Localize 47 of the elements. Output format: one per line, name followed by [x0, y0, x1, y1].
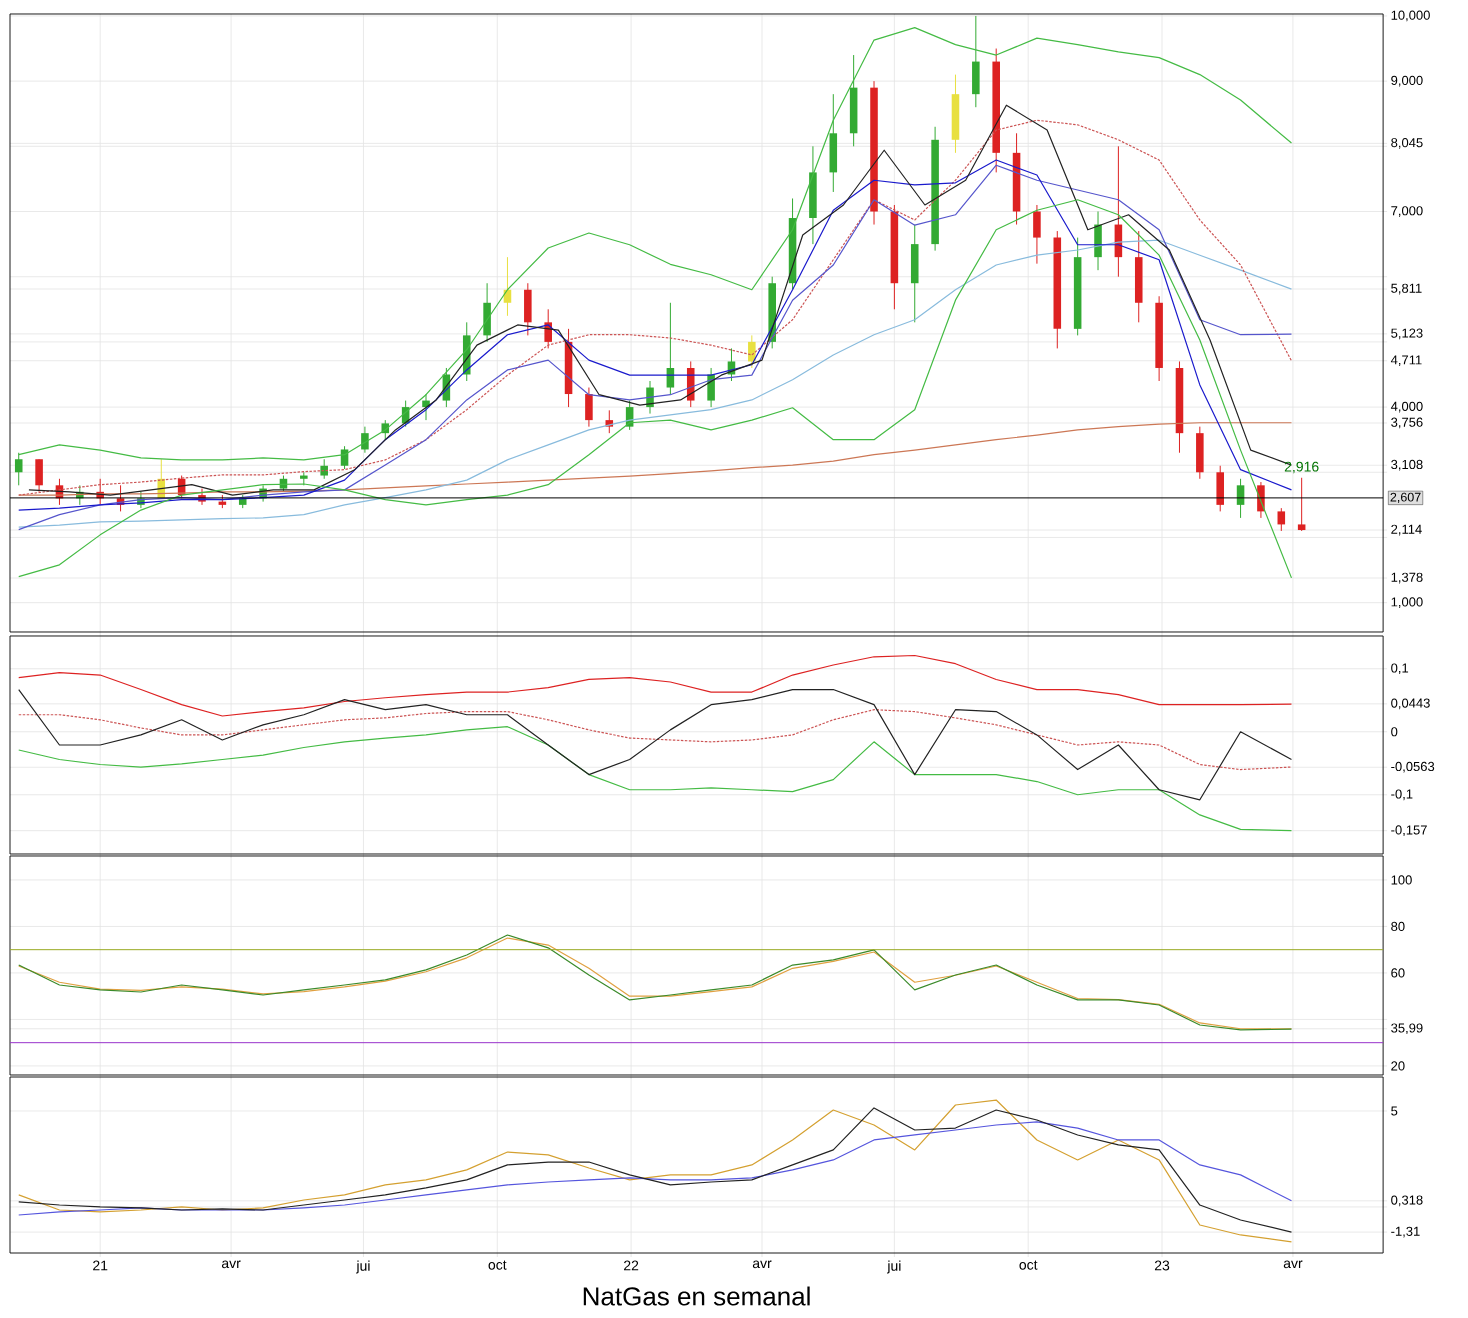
- y-tick-label: 10,000: [1391, 10, 1430, 22]
- ref-line-label: 2,607: [1390, 492, 1421, 504]
- x-tick-label: jui: [356, 1260, 370, 1274]
- y-tick-label: -1,31: [1391, 1226, 1420, 1238]
- y-tick-label: 0,0443: [1391, 698, 1430, 710]
- y-tick-label: -0,157: [1391, 825, 1427, 837]
- candlestick: [1297, 477, 1306, 532]
- y-tick-label: 60: [1391, 968, 1405, 978]
- candlestick: [361, 426, 369, 454]
- x-tick-label: oct: [488, 1260, 507, 1270]
- y-tick-label: 2,114: [1391, 524, 1422, 536]
- x-tick-label: avr: [752, 1260, 772, 1269]
- y-tick-label: 5,123: [1391, 328, 1423, 340]
- y-tick-label: 3,756: [1391, 417, 1423, 429]
- y-tick-label: 100: [1391, 875, 1412, 885]
- x-tick-label: oct: [1019, 1260, 1038, 1270]
- y-tick-label: 1,000: [1391, 597, 1423, 609]
- line-series: [18, 688, 1293, 801]
- y-tick-label: 7,000: [1391, 206, 1423, 217]
- y-tick-label: 80: [1391, 921, 1405, 932]
- y-tick-label: 3,108: [1391, 459, 1423, 471]
- y-tick-label: 0: [1391, 727, 1398, 737]
- y-tick-label: 8,045: [1391, 138, 1423, 149]
- y-tick-label: 9,000: [1391, 75, 1423, 87]
- candlestick: [1277, 507, 1286, 532]
- text: NatGas en semanal: [583, 1286, 810, 1306]
- candlestick: [320, 458, 328, 480]
- x-tick-label: jui: [887, 1260, 901, 1274]
- y-tick-label: 35,99: [1391, 1023, 1423, 1035]
- y-tick-label: 20: [1391, 1061, 1405, 1071]
- y-tick-label: -0,1: [1391, 789, 1413, 801]
- y-tick-label: 4,000: [1390, 401, 1423, 413]
- y-tick-label: 1,378: [1391, 572, 1423, 584]
- x-tick-label: 23: [1154, 1260, 1170, 1271]
- annotation: 2,916: [1284, 461, 1319, 474]
- x-tick-label: 21: [93, 1260, 108, 1271]
- candlestick: [748, 334, 756, 369]
- y-tick-label: 0,318: [1391, 1195, 1423, 1207]
- candlestick: [14, 452, 23, 486]
- x-tick-label: 22: [624, 1260, 639, 1271]
- y-tick-label: 4,711: [1390, 355, 1422, 367]
- y-tick-label: 0,1: [1391, 663, 1409, 675]
- y-tick-label: 5: [1391, 1106, 1398, 1116]
- x-tick-label: avr: [1283, 1260, 1303, 1269]
- y-tick-label: -0,0563: [1391, 761, 1435, 773]
- x-tick-label: avr: [221, 1260, 241, 1269]
- y-tick-label: 5,811: [1391, 283, 1422, 295]
